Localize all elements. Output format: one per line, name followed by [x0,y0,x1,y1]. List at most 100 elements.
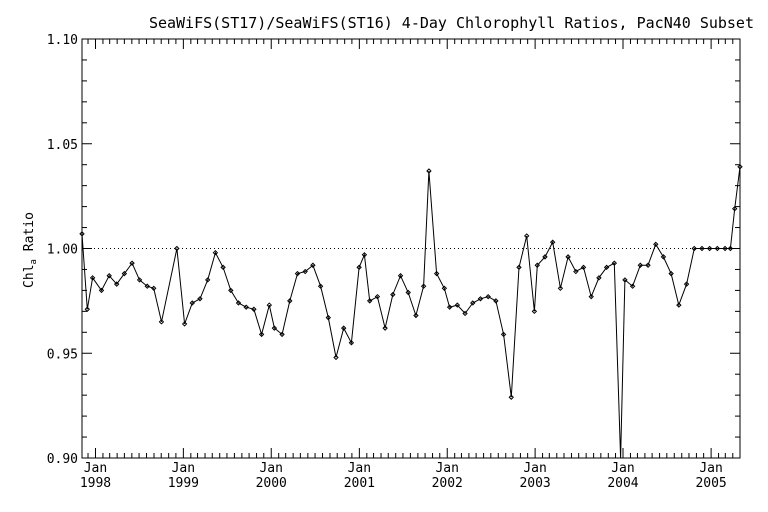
data-point [699,245,705,252]
data-point [727,245,734,252]
data-point [549,239,556,245]
x-tick-label-year: 1998 [80,476,111,491]
data-point [204,277,211,283]
data-point [340,325,347,331]
data-point [441,285,448,292]
data-point [516,264,522,271]
data-point [645,262,651,268]
y-tick-label: 1.05 [47,138,78,153]
data-point [287,298,293,304]
y-axis-label-subscript: a [29,259,39,264]
data-point [470,300,476,306]
data-point [333,354,339,361]
series-markers [79,164,743,400]
data-point [660,254,667,260]
x-tick-label-year: 2003 [519,476,550,491]
x-axis: Jan1998Jan1999Jan2000Jan2001Jan2002Jan20… [80,39,741,491]
x-tick-label-year: 2005 [695,476,726,491]
data-point [413,312,419,319]
series-line [81,166,741,459]
data-point [500,331,507,338]
data-point [596,275,602,281]
data-point [629,283,636,289]
data-point [565,254,571,260]
data-point [251,306,257,312]
data-point [493,298,499,304]
data-point [653,241,659,248]
y-tick-label: 0.90 [47,452,78,467]
x-tick-label-year: 1999 [168,476,199,491]
x-tick-label-year: 2001 [344,476,375,491]
data-point [356,264,362,271]
data-point [531,308,538,315]
data-point [310,262,316,268]
x-tick-label-month: Jan [259,461,282,476]
data-point [79,231,85,237]
x-tick-label-month: Jan [435,461,458,476]
data-point [691,245,697,252]
data-point [382,325,388,331]
data-point [294,270,301,277]
data-point [454,302,461,308]
data-point [508,394,514,400]
data-point [420,283,427,289]
x-tick-label-year: 2002 [432,476,463,491]
data-point [668,270,674,277]
data-point [573,268,579,275]
data-point [258,331,265,338]
data-point [317,283,324,289]
data-point [279,331,285,338]
y-axis-label-main: Chl [22,264,37,287]
data-point [302,268,308,275]
data-point [523,233,530,239]
chart-title: SeaWiFS(ST17)/SeaWiFS(ST16) 4-Day Chloro… [148,14,754,32]
data-point [374,293,381,300]
data-point [325,314,332,321]
data-point [637,262,644,268]
data-point [714,245,721,252]
x-tick-label-month: Jan [348,461,371,476]
data-point [136,277,143,283]
data-point [197,296,203,302]
data-point [485,293,491,300]
data-point [144,283,150,289]
data-point [84,306,91,312]
x-tick-label-month: Jan [172,461,195,476]
data-point [622,277,628,283]
data-point [542,254,548,260]
data-point [151,285,157,292]
data-point [462,310,468,317]
x-tick-label-month: Jan [84,461,107,476]
data-point [212,249,219,256]
data-point [361,252,368,258]
data-point [433,270,440,277]
data-point [98,287,105,294]
data-point [390,291,396,298]
data-point [228,287,234,294]
data-point [121,270,128,277]
data-point [611,260,618,266]
data-point [534,262,540,268]
data-point [106,273,112,279]
data-point [220,264,226,271]
data-point [426,168,432,174]
data-point [477,296,484,302]
data-point [737,164,743,170]
data-point [266,302,273,308]
data-point [367,298,373,304]
data-point [235,300,242,306]
y-axis-label-suffix: Ratio [22,212,37,259]
x-tick-label-month: Jan [699,461,722,476]
data-point [446,304,453,310]
y-tick-label: 0.95 [47,347,78,362]
x-tick-label-month: Jan [611,461,634,476]
x-tick-label-year: 2004 [607,476,638,491]
data-point [181,321,188,327]
y-axis: 0.90 0.95 1.00 1.05 1.10 [47,33,740,467]
data-point [683,281,690,287]
y-tick-label: 1.10 [47,33,78,48]
data-point [174,245,180,252]
data-point [397,273,404,279]
data-point [580,264,587,271]
data-point [243,304,249,310]
